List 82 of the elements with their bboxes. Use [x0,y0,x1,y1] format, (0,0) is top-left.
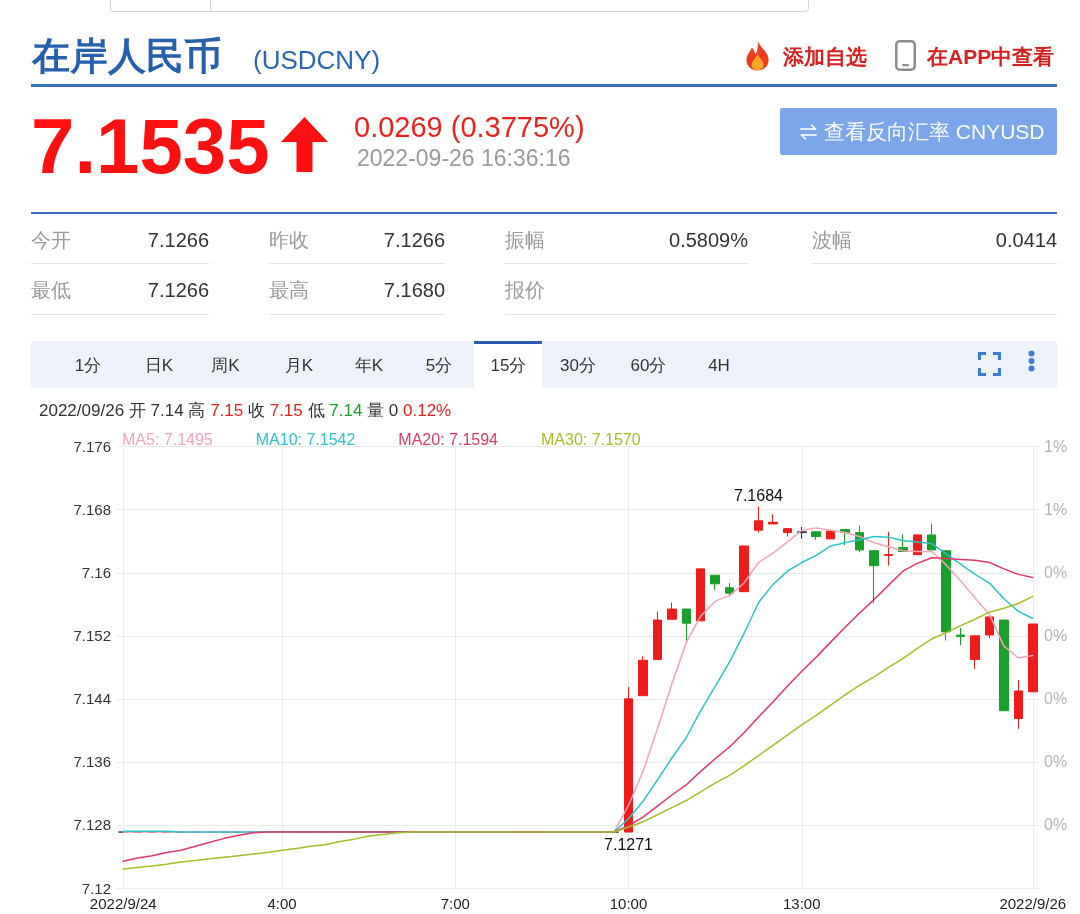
text: 最低 [31,279,71,301]
text: 查看反向汇率 CNYUSD [824,120,1045,143]
candlestick [869,550,879,604]
text: 周K [211,356,240,375]
text: 15分 [490,356,527,375]
candlestick [999,619,1009,712]
candlestick [884,531,893,567]
text: 波幅 [812,228,852,251]
text: 60分 [630,356,667,375]
x-tick-label: 7:00 [440,895,470,912]
annotation: 7.1684 [734,487,784,505]
text: 7.1266 [147,279,209,301]
candlestick [970,635,980,670]
text: 0.0414 [995,228,1057,251]
text: 昨收 [269,228,309,251]
text: 振幅 [505,228,545,251]
candlestick [739,545,749,593]
candlestick [1014,679,1023,730]
candlestick [624,686,633,833]
y2-tick-label: 0% [1044,627,1068,645]
text: 1分 [74,356,102,375]
text: MA5: 7.1495 [122,430,213,448]
y-tick-label: 7.144 [73,690,111,708]
text: 日K [144,356,174,375]
y-tick-label: 7.16 [81,564,111,582]
text: 月K [284,356,314,375]
chart-title: 在岸人民币 [32,34,222,77]
candlestick [710,574,720,591]
y2-tick-label: 0% [1044,816,1068,834]
candlestick [667,602,677,620]
y2-tick-label: 0% [1044,690,1068,708]
text: MA20: 7.1594 [398,430,499,448]
text: MA30: 7.1570 [540,430,641,448]
y-tick-label: 7.168 [73,501,111,519]
text: 30分 [560,356,596,375]
candlestick [768,513,778,525]
text: 添加自选 [783,45,867,68]
candlestick [811,531,821,541]
x-tick-label: 13:00 [783,895,821,912]
candlestick [783,528,792,538]
y2-tick-label: 0% [1044,753,1068,771]
x-tick-label: 2022/9/24 [89,895,157,912]
y-tick-label: 7.136 [73,753,111,771]
y2-tick-label: 1% [1044,501,1068,519]
text: 7.1535 [31,102,270,190]
candlestick [696,568,705,622]
chart-subtitle: (USDCNY) [253,45,381,75]
y2-tick-label: 0% [1044,564,1068,582]
text: 7.1266 [383,228,445,251]
text: 报价 [505,279,545,301]
candlestick [985,616,994,639]
candlestick [941,550,951,642]
text: 年K [354,356,384,375]
text: 在APP中查看 [927,45,1055,68]
candlestick [826,530,835,540]
text: 4H [708,356,730,375]
y-tick-label: 7.12 [81,879,111,897]
text: 7.1680 [383,279,445,301]
text: 2022/09/26 开 7.14 高 7.15 收 7.15 低 7.14 量 0 0.12% [39,400,452,420]
x-tick-label: 2022/9/26 [999,895,1067,912]
candlestick [725,582,734,597]
candlestick [956,627,965,646]
text: MA10: 7.1542 [255,430,356,448]
text: 7.1266 [147,228,209,251]
text: 0.5809% [669,228,748,251]
y-tick-label: 7.152 [73,627,111,645]
candlestick [638,655,648,697]
candlestick [754,506,763,534]
text: 5分 [425,356,453,375]
candlestick [653,610,662,660]
text: 2022-09-26 16:36:16 [357,144,571,171]
text: 0.0269 (0.3775%) [354,110,585,143]
y-tick-label: 7.176 [73,438,111,456]
y-tick-label: 7.128 [73,816,111,834]
candlestick [682,608,691,643]
candlestick [1028,623,1038,693]
x-tick-label: 4:00 [267,895,297,912]
candlestick [927,523,936,551]
text: 今开 [31,228,71,251]
x-tick-label: 10:00 [609,895,648,912]
y2-tick-label: 1% [1044,438,1068,456]
text: 最高 [269,279,309,301]
